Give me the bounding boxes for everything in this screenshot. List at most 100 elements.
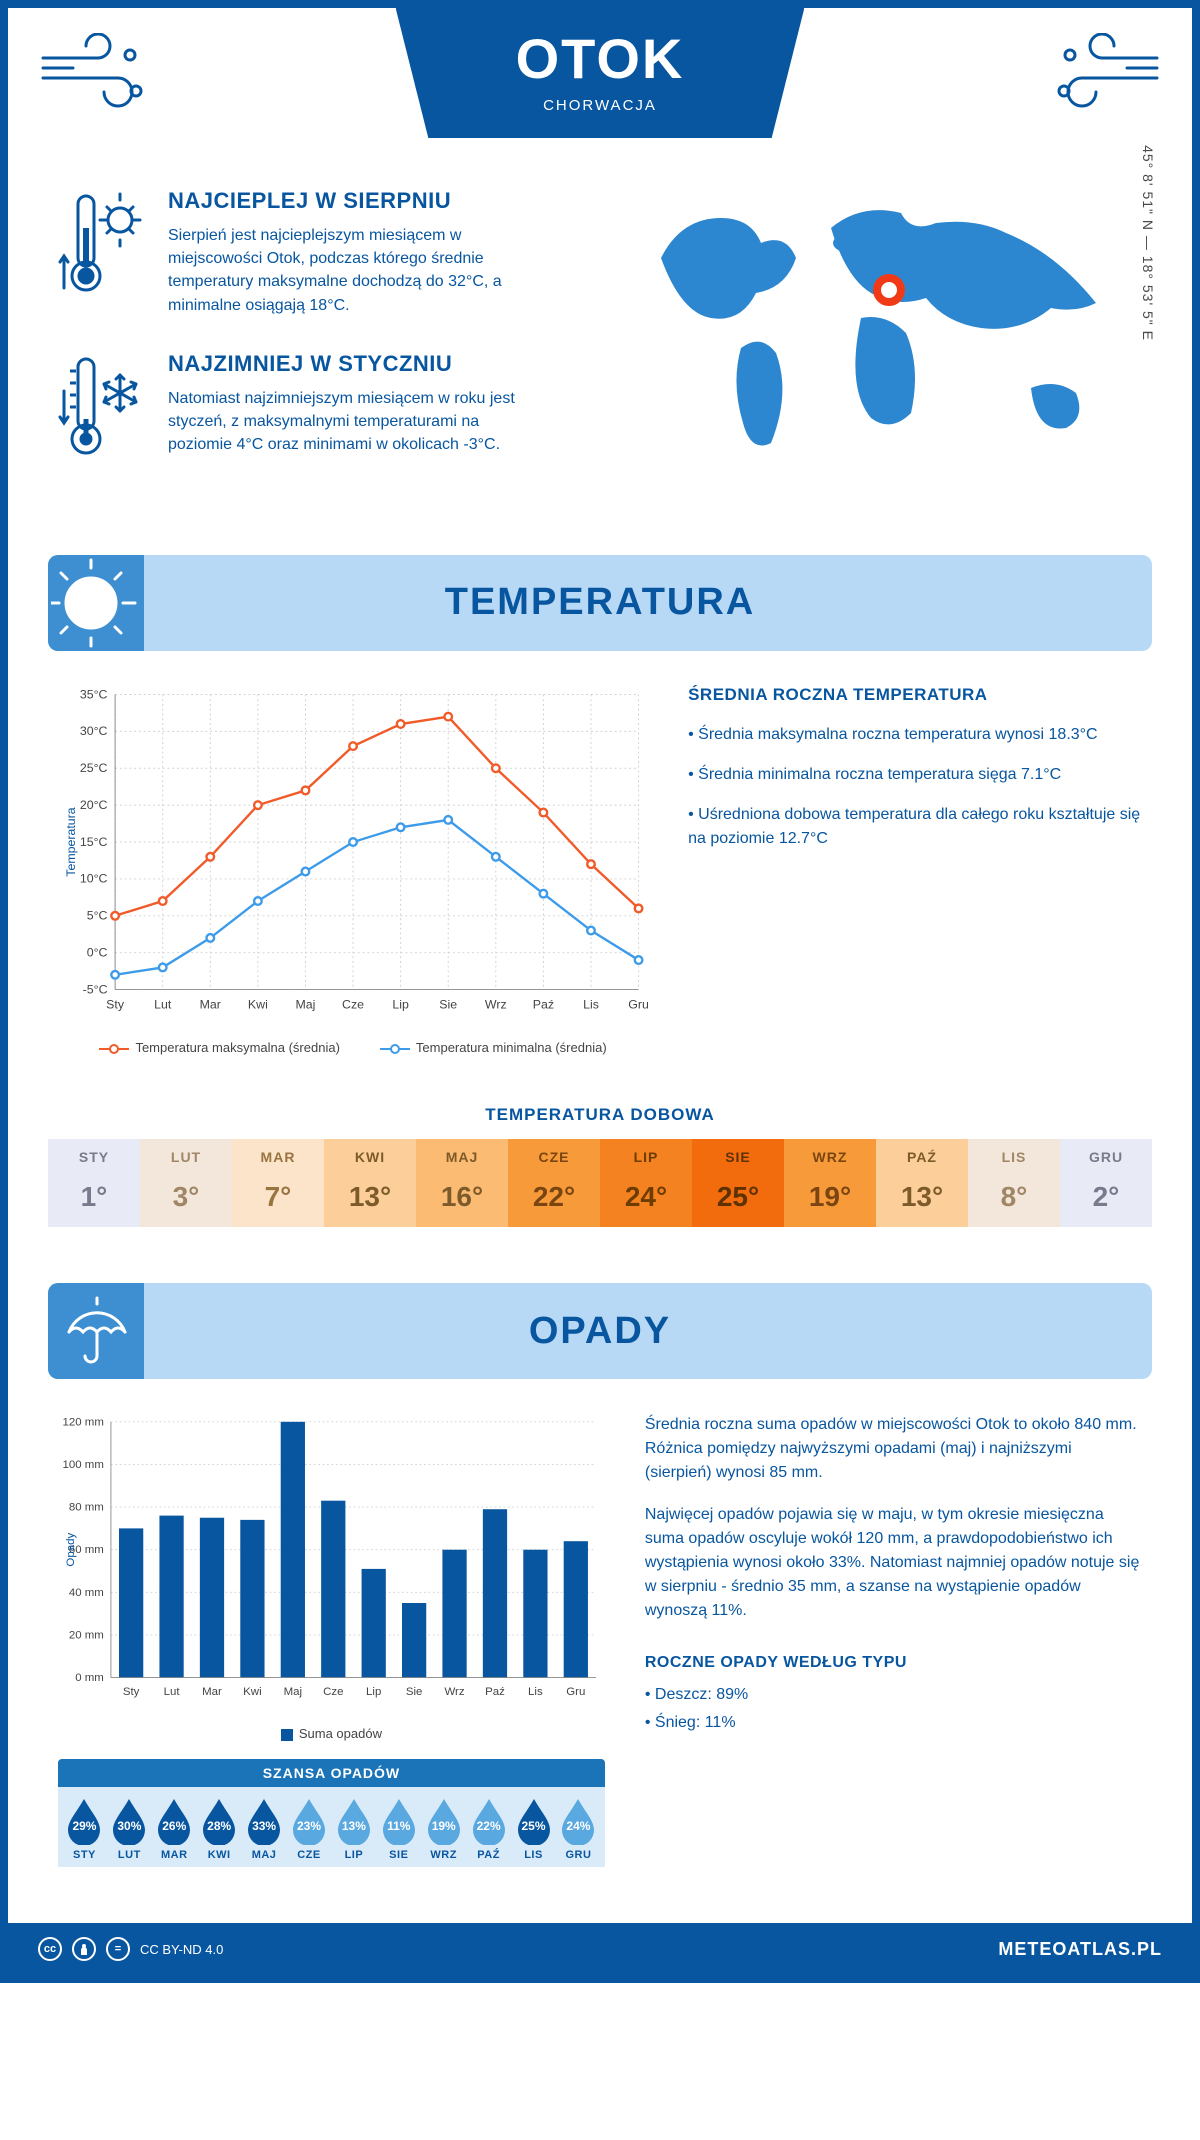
sun-icon: [51, 558, 141, 648]
fact-hot-text: Sierpień jest najcieplejszym miesiącem w…: [168, 224, 528, 317]
coordinates: 45° 8' 51" N — 18° 53' 5" E: [1140, 145, 1156, 341]
svg-text:Paź: Paź: [485, 1687, 505, 1699]
svg-text:Paź: Paź: [533, 997, 554, 1011]
daily-temp-cell: SIE25°: [692, 1139, 784, 1227]
chance-title: SZANSA OPADÓW: [58, 1759, 605, 1787]
chance-of-precip: SZANSA OPADÓW 29% STY 30% LUT 26% MAR 28…: [58, 1759, 605, 1867]
svg-text:Sty: Sty: [106, 997, 125, 1011]
svg-text:5°C: 5°C: [87, 908, 108, 922]
svg-text:25°C: 25°C: [80, 761, 108, 775]
precip-type-line: • Śnieg: 11%: [645, 1711, 1142, 1735]
svg-text:Temperatura: Temperatura: [64, 807, 78, 877]
wind-icon-left: [38, 33, 158, 113]
raindrop-icon: 13%: [334, 1797, 374, 1845]
nd-icon: =: [106, 1937, 130, 1961]
temp-info-line: • Średnia maksymalna roczna temperatura …: [688, 723, 1142, 747]
precip-info: Średnia roczna suma opadów w miejscowośc…: [645, 1413, 1142, 1867]
header: OTOK CHORWACJA: [8, 8, 1192, 158]
title-banner: OTOK CHORWACJA: [396, 8, 805, 138]
precip-info-para: Średnia roczna suma opadów w miejscowośc…: [645, 1413, 1142, 1485]
section-banner-temperature: TEMPERATURA: [48, 555, 1152, 651]
world-map: [620, 188, 1142, 468]
chance-cell: 22% PAŹ: [466, 1797, 511, 1861]
svg-text:Lip: Lip: [366, 1687, 381, 1699]
svg-text:Lis: Lis: [528, 1687, 543, 1699]
svg-text:-5°C: -5°C: [83, 982, 108, 996]
fact-hottest: NAJCIEPLEJ W SIERPNIU Sierpień jest najc…: [58, 188, 580, 317]
fact-cold-title: NAJZIMNIEJ W STYCZNIU: [168, 351, 528, 377]
intro-section: NAJCIEPLEJ W SIERPNIU Sierpień jest najc…: [8, 158, 1192, 535]
chance-cell: 13% LIP: [331, 1797, 376, 1861]
chance-cell: 25% LIS: [511, 1797, 556, 1861]
svg-text:Mar: Mar: [202, 1687, 222, 1699]
raindrop-icon: 28%: [199, 1797, 239, 1845]
daily-temp-cell: GRU2°: [1060, 1139, 1152, 1227]
svg-text:30°C: 30°C: [80, 724, 108, 738]
svg-text:20°C: 20°C: [80, 798, 108, 812]
svg-text:Lut: Lut: [164, 1687, 181, 1699]
daily-temp-cell: STY1°: [48, 1139, 140, 1227]
daily-temp-strip: STY1°LUT3°MAR7°KWI13°MAJ16°CZE22°LIP24°S…: [48, 1139, 1152, 1227]
umbrella-icon: [59, 1294, 133, 1368]
svg-text:Mar: Mar: [200, 997, 221, 1011]
svg-text:120 mm: 120 mm: [62, 1417, 103, 1429]
precip-chart: 0 mm20 mm40 mm60 mm80 mm100 mm120 mmStyL…: [58, 1413, 605, 1867]
svg-text:15°C: 15°C: [80, 835, 108, 849]
license-text: CC BY-ND 4.0: [140, 1942, 223, 1957]
chance-cell: 28% KWI: [197, 1797, 242, 1861]
daily-temp-cell: LUT3°: [140, 1139, 232, 1227]
precip-type-title: ROCZNE OPADY WEDŁUG TYPU: [645, 1651, 1142, 1675]
raindrop-icon: 30%: [109, 1797, 149, 1845]
svg-text:Kwi: Kwi: [243, 1687, 261, 1699]
svg-text:10°C: 10°C: [80, 871, 108, 885]
chance-cell: 29% STY: [62, 1797, 107, 1861]
footer: cc = CC BY-ND 4.0 METEOATLAS.PL: [8, 1923, 1192, 1975]
raindrop-icon: 26%: [154, 1797, 194, 1845]
temp-info-title: ŚREDNIA ROCZNA TEMPERATURA: [688, 685, 1142, 705]
svg-text:0 mm: 0 mm: [75, 1673, 104, 1685]
daily-temp-title: TEMPERATURA DOBOWA: [8, 1105, 1192, 1125]
svg-text:40 mm: 40 mm: [69, 1587, 104, 1599]
fact-cold-text: Natomiast najzimniejszym miesiącem w rok…: [168, 387, 528, 457]
legend-item: Temperatura maksymalna (średnia): [99, 1040, 339, 1055]
daily-temp-cell: LIP24°: [600, 1139, 692, 1227]
raindrop-icon: 24%: [558, 1797, 598, 1845]
precip-type-line: • Deszcz: 89%: [645, 1683, 1142, 1707]
daily-temp-cell: MAJ16°: [416, 1139, 508, 1227]
svg-text:Sie: Sie: [439, 997, 457, 1011]
svg-text:Gru: Gru: [628, 997, 648, 1011]
raindrop-icon: 19%: [424, 1797, 464, 1845]
by-icon: [72, 1937, 96, 1961]
svg-text:20 mm: 20 mm: [69, 1630, 104, 1642]
raindrop-icon: 25%: [514, 1797, 554, 1845]
svg-text:Lut: Lut: [154, 997, 172, 1011]
thermometer-cold-icon: [58, 351, 148, 461]
svg-text:Maj: Maj: [295, 997, 315, 1011]
fact-coldest: NAJZIMNIEJ W STYCZNIU Natomiast najzimni…: [58, 351, 580, 461]
daily-temp-cell: CZE22°: [508, 1139, 600, 1227]
precip-legend-label: Suma opadów: [299, 1726, 382, 1741]
chance-cell: 11% SIE: [376, 1797, 421, 1861]
raindrop-icon: 22%: [469, 1797, 509, 1845]
temp-info-line: • Uśredniona dobowa temperatura dla całe…: [688, 803, 1142, 851]
site-name: METEOATLAS.PL: [998, 1939, 1162, 1960]
chance-cell: 24% GRU: [556, 1797, 601, 1861]
temp-info-line: • Średnia minimalna roczna temperatura s…: [688, 763, 1142, 787]
daily-temp-cell: LIS8°: [968, 1139, 1060, 1227]
svg-text:35°C: 35°C: [80, 687, 108, 701]
raindrop-icon: 11%: [379, 1797, 419, 1845]
svg-text:Cze: Cze: [323, 1687, 343, 1699]
daily-temp-cell: KWI13°: [324, 1139, 416, 1227]
section-title-temperature: TEMPERATURA: [144, 581, 1152, 624]
daily-temp-cell: MAR7°: [232, 1139, 324, 1227]
chance-cell: 23% CZE: [287, 1797, 332, 1861]
thermometer-hot-icon: [58, 188, 148, 298]
svg-text:Lip: Lip: [392, 997, 409, 1011]
precip-chart-legend: Suma opadów: [58, 1726, 605, 1741]
svg-text:80 mm: 80 mm: [69, 1502, 104, 1514]
svg-text:Wrz: Wrz: [444, 1687, 464, 1699]
raindrop-icon: 23%: [289, 1797, 329, 1845]
svg-text:Maj: Maj: [284, 1687, 302, 1699]
daily-temp-cell: WRZ19°: [784, 1139, 876, 1227]
svg-text:Gru: Gru: [566, 1687, 585, 1699]
